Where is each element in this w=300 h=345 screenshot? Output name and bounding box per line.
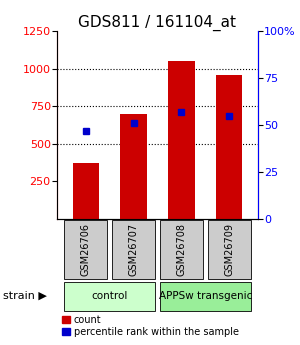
Text: GSM26706: GSM26706 bbox=[81, 223, 91, 276]
FancyBboxPatch shape bbox=[112, 220, 155, 279]
FancyBboxPatch shape bbox=[160, 282, 251, 311]
FancyBboxPatch shape bbox=[64, 282, 155, 311]
FancyBboxPatch shape bbox=[208, 220, 251, 279]
Text: GSM26707: GSM26707 bbox=[129, 223, 139, 276]
Text: strain ▶: strain ▶ bbox=[3, 291, 47, 301]
FancyBboxPatch shape bbox=[160, 220, 203, 279]
Text: APPSw transgenic: APPSw transgenic bbox=[159, 291, 252, 301]
FancyBboxPatch shape bbox=[64, 220, 107, 279]
Text: control: control bbox=[92, 291, 128, 301]
Bar bbox=[216, 75, 242, 219]
Title: GDS811 / 161104_at: GDS811 / 161104_at bbox=[79, 15, 236, 31]
Bar bbox=[168, 61, 195, 219]
Legend: count, percentile rank within the sample: count, percentile rank within the sample bbox=[62, 315, 238, 337]
Text: GSM26709: GSM26709 bbox=[224, 223, 234, 276]
Bar bbox=[73, 164, 99, 219]
Bar bbox=[120, 114, 147, 219]
Text: GSM26708: GSM26708 bbox=[176, 223, 186, 276]
